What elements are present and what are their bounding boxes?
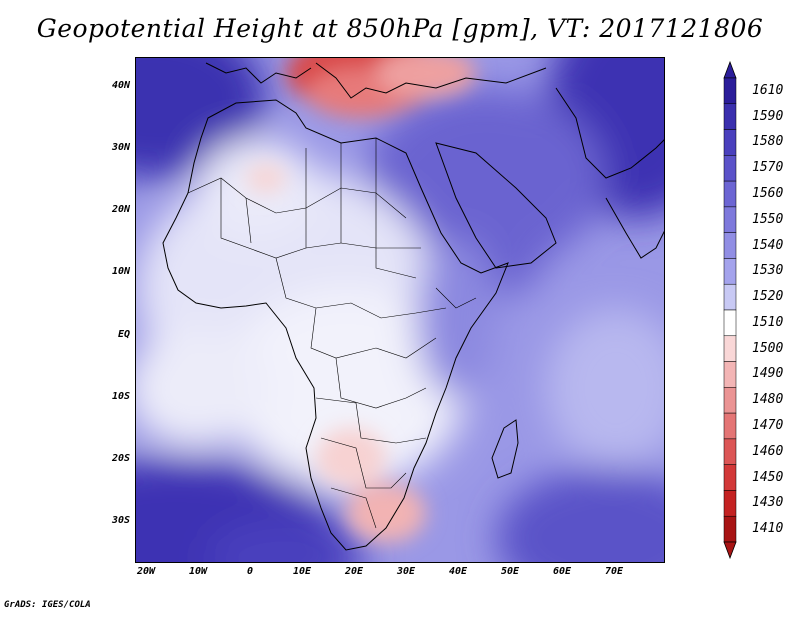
footer-credit: GrADS: IGES/COLA [4,600,91,610]
colorbar-label: 1520 [752,289,784,305]
colorbar-swatch [723,206,737,233]
colorbar-label: 1570 [752,160,784,176]
colorbar [723,60,737,560]
colorbar-swatch [723,335,737,362]
height-field-shading [136,58,664,562]
lon-label-40e: 40E [448,566,468,577]
lon-label-0: 0 [246,566,254,577]
lon-label-10w: 10W [188,566,208,577]
colorbar-label: 1410 [752,521,784,537]
lat-label-30s: 30S [111,515,130,526]
country-borders [187,138,477,529]
colorbar-swatch [723,490,737,517]
colorbar-swatch [723,77,737,105]
coastlines [162,62,664,551]
colorbar-label: 1500 [752,340,784,356]
lon-label-70e: 70E [604,566,624,577]
lon-label-10e: 10E [292,566,312,577]
colorbar-swatch [723,103,737,130]
lat-label-10n: 10N [111,266,130,277]
colorbar-swatch [723,283,737,311]
colorbar-swatches [723,60,737,560]
colorbar-swatch [723,180,737,208]
lon-label-30e: 30E [396,566,416,577]
map-title: Geopotential Height at 850hPa [gpm], VT:… [36,14,764,43]
lon-label-50e: 50E [500,566,520,577]
lon-label-20e: 20E [344,566,364,577]
colorbar-swatch [723,361,737,388]
colorbar-label: 1450 [752,469,784,485]
lat-label-40n: 40N [111,80,130,91]
colorbar-label: 1480 [752,392,784,408]
colorbar-label: 1560 [752,186,784,201]
colorbar-top-arrow [723,60,737,79]
colorbar-label: 1580 [752,134,784,150]
lon-label-20w: 20W [136,566,156,577]
colorbar-label: 1510 [752,314,784,330]
colorbar-swatch [723,438,737,465]
colorbar-label: 1610 [752,82,784,98]
lat-label-30n: 30N [111,142,130,153]
colorbar-label: 1490 [752,366,784,382]
colorbar-label: 1540 [752,237,784,253]
colorbar-swatch [723,258,737,285]
colorbar-swatch [723,232,737,259]
map-canvas [136,58,664,562]
colorbar-label: 1590 [752,108,784,124]
lat-label-eq: EQ [117,329,130,340]
colorbar-bottom-arrow [723,541,737,560]
colorbar-swatch [723,309,737,337]
colorbar-swatch [723,515,737,543]
colorbar-label: 1530 [752,263,784,279]
colorbar-swatch [723,155,737,182]
lon-label-60e: 60E [552,566,572,577]
colorbar-label: 1460 [752,443,784,459]
colorbar-swatch [723,464,737,491]
map-panel [135,57,665,563]
lat-label-20s: 20S [111,453,130,464]
lat-label-10s: 10S [111,391,130,402]
colorbar-label: 1470 [752,418,784,433]
lat-label-20n: 20N [111,204,130,215]
colorbar-label: 1550 [752,211,784,227]
colorbar-swatch [723,412,737,440]
colorbar-swatch [723,129,737,156]
colorbar-swatch [723,387,737,414]
colorbar-label: 1430 [752,495,784,511]
